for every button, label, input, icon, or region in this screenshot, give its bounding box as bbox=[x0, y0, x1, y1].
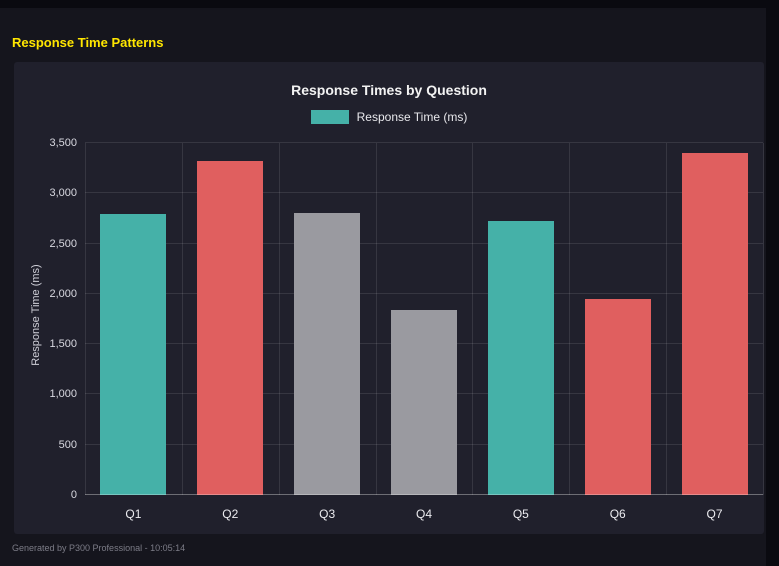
bar-q4[interactable] bbox=[391, 309, 457, 495]
h-gridline bbox=[85, 142, 763, 143]
y-tick-label: 3,000 bbox=[49, 187, 77, 200]
y-tick-label: 0 bbox=[70, 489, 77, 501]
v-gridline bbox=[763, 143, 764, 495]
h-gridline bbox=[85, 292, 763, 294]
h-gridline bbox=[85, 242, 763, 244]
y-tick-label: 500 bbox=[58, 438, 77, 451]
x-axis-tick-labels: Q1 Q2 Q3 Q4 Q5 Q6 Q7 bbox=[85, 507, 763, 527]
chart-title: Response Times by Question bbox=[291, 82, 487, 98]
footer-note: Generated by P300 Professional - 10:05:1… bbox=[12, 543, 186, 553]
y-axis-tick-labels: 0 500 1,000 1,500 2,000 2,500 3,000 3,500 bbox=[14, 137, 77, 501]
v-gridline bbox=[181, 143, 183, 495]
bar-q5[interactable] bbox=[487, 221, 554, 495]
chart-legend[interactable]: Response Time (ms) bbox=[14, 110, 764, 124]
h-gridline bbox=[85, 192, 763, 194]
v-gridline bbox=[375, 143, 377, 495]
x-tick-label: Q2 bbox=[222, 507, 239, 521]
window-top-edge bbox=[0, 0, 779, 8]
v-gridline bbox=[472, 143, 474, 495]
x-tick-label: Q3 bbox=[319, 507, 336, 521]
x-tick-label: Q1 bbox=[125, 507, 142, 521]
bar-q1[interactable] bbox=[100, 214, 167, 495]
chart-panel: Response Times by Question Response Time… bbox=[14, 62, 764, 534]
page-title: Response Time Patterns bbox=[12, 35, 164, 50]
v-gridline bbox=[85, 143, 86, 495]
bar-q3[interactable] bbox=[294, 213, 361, 495]
y-tick-label: 1,000 bbox=[49, 388, 77, 401]
v-gridline bbox=[278, 143, 280, 495]
legend-label: Response Time (ms) bbox=[356, 110, 468, 124]
x-tick-label: Q4 bbox=[415, 507, 432, 521]
y-tick-label: 2,000 bbox=[49, 287, 77, 300]
x-tick-label: Q7 bbox=[706, 507, 723, 521]
plot-area bbox=[85, 142, 764, 495]
v-gridline bbox=[666, 143, 668, 495]
y-tick-label: 1,500 bbox=[49, 338, 77, 351]
y-tick-label: 2,500 bbox=[49, 237, 77, 250]
window-right-edge bbox=[766, 0, 779, 566]
x-tick-label: Q5 bbox=[512, 507, 529, 521]
bar-q2[interactable] bbox=[197, 161, 264, 495]
bar-q7[interactable] bbox=[681, 153, 748, 495]
legend-swatch-icon bbox=[310, 110, 349, 124]
x-axis-line bbox=[85, 494, 763, 495]
v-gridline bbox=[569, 143, 571, 495]
bar-q6[interactable] bbox=[584, 298, 651, 495]
x-tick-label: Q6 bbox=[609, 507, 626, 521]
y-tick-label: 3,500 bbox=[49, 137, 77, 149]
